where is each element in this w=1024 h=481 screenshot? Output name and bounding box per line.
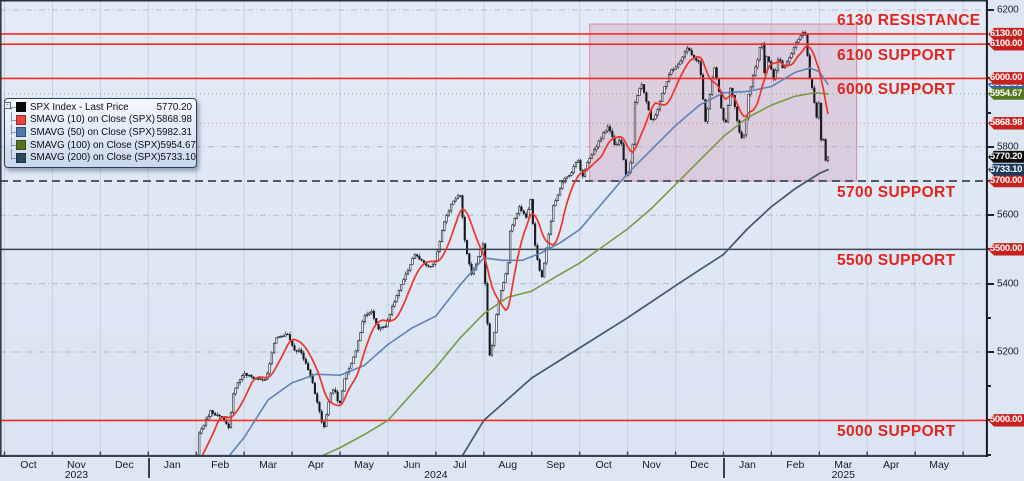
y-axis-label: 5600	[997, 209, 1019, 221]
price-badge: 6000.00	[988, 72, 1024, 85]
legend-series-label: SMAVG (200) on Close (SPX)	[30, 152, 161, 164]
x-axis-month: May	[354, 459, 374, 471]
x-axis-month: Nov	[67, 459, 86, 471]
x-axis-month: Jan	[163, 459, 181, 471]
y-axis-label: 5200	[997, 346, 1019, 358]
legend-series-value: 5954.67	[160, 139, 196, 151]
x-axis-month: May	[929, 459, 950, 471]
y-axis-tick	[987, 145, 994, 148]
legend-row[interactable]: SMAVG (50) on Close (SPX) 5982.31	[8, 124, 192, 139]
x-axis-month: Feb	[786, 459, 805, 471]
x-axis-month: Nov	[642, 459, 661, 471]
legend-swatch-icon	[16, 152, 26, 163]
legend-series-label: SMAVG (10) on Close (SPX)	[30, 114, 156, 126]
x-axis-month: Dec	[690, 459, 709, 471]
y-axis-label: 5400	[997, 278, 1019, 290]
x-axis-month: Aug	[498, 459, 518, 471]
y-axis-tick	[987, 351, 994, 353]
legend-tree-connector	[8, 136, 16, 152]
x-axis-month: Sep	[546, 459, 566, 471]
x-axis-month: Apr	[307, 459, 325, 471]
price-badge: 6130.00	[988, 27, 1024, 41]
legend-row[interactable]: SMAVG (10) on Close (SPX) 5868.98	[8, 111, 192, 127]
legend-series-label: SMAVG (100) on Close (SPX)	[30, 139, 161, 151]
level-label: 6000 SUPPORT	[837, 81, 956, 99]
x-axis-year: 2024	[424, 469, 448, 481]
level-label: 6100 SUPPORT	[837, 47, 956, 65]
legend-tree-connector	[8, 101, 16, 114]
legend-swatch-icon	[16, 102, 26, 113]
legend-row[interactable]: SMAVG (100) on Close (SPX) 5954.67	[8, 136, 196, 152]
legend-tree-connector	[8, 111, 16, 127]
legend-series-value: 5868.98	[156, 114, 192, 126]
x-axis-year-separator	[723, 458, 725, 478]
legend-series-value: 5982.31	[156, 126, 192, 138]
level-label: 5500 SUPPORT	[837, 252, 956, 270]
y-axis-tick	[987, 9, 994, 11]
y-axis-minor-tick	[987, 453, 991, 456]
price-badge: 5000.00	[988, 414, 1024, 427]
x-axis-month: Oct	[20, 459, 37, 471]
y-axis-label: 5800	[997, 141, 1019, 153]
x-axis-month: Dec	[114, 459, 134, 471]
x-axis-month: Jul	[453, 459, 467, 471]
x-axis-month: Mar	[259, 459, 278, 471]
x-axis-year: 2025	[831, 469, 855, 481]
legend-swatch-icon	[16, 127, 26, 138]
legend-tree-connector	[8, 124, 16, 139]
level-label: 6130 RESISTANCE	[837, 11, 981, 29]
price-badge: 6100.00	[988, 37, 1024, 51]
legend-series-value: 5733.10	[160, 152, 196, 164]
legend-series-value: 5770.20	[156, 101, 192, 113]
legend-series-label: SMAVG (50) on Close (SPX)	[30, 126, 156, 138]
price-badge: 5770.20	[988, 150, 1024, 164]
price-badge: 5500.00	[988, 243, 1024, 256]
x-axis-year-separator	[148, 458, 150, 478]
x-axis-month: Apr	[883, 459, 900, 471]
x-axis-month: Oct	[595, 459, 612, 471]
x-axis-month: Mar	[834, 459, 853, 471]
legend-swatch-icon	[16, 114, 26, 125]
price-badge: 5868.98	[988, 116, 1024, 130]
y-axis-tick	[987, 282, 994, 285]
legend-row[interactable]: SMAVG (200) on Close (SPX) 5733.10	[8, 149, 196, 164]
x-axis-month: Jan	[738, 459, 756, 471]
price-badge: 5733.10	[988, 163, 1024, 176]
price-badge: 5954.67	[988, 87, 1024, 101]
legend-tree-connector	[8, 149, 16, 164]
level-label: 5700 SUPPORT	[837, 184, 956, 201]
y-axis-minor-tick	[987, 316, 991, 319]
y-axis-minor-tick	[987, 385, 991, 388]
chart-legend[interactable]: - SPX Index - Last Price 5770.20 SMAVG (10…	[4, 98, 197, 168]
chart-canvas[interactable]	[0, 0, 988, 457]
price-badge: 5700.00	[988, 174, 1024, 188]
legend-series-label: SPX Index - Last Price	[30, 101, 129, 113]
y-axis-minor-tick	[987, 111, 991, 114]
legend-swatch-icon	[16, 140, 26, 151]
x-axis-month: Feb	[211, 459, 230, 471]
legend-collapse-icon[interactable]: -	[4, 102, 11, 109]
y-axis-label: 6200	[997, 4, 1019, 16]
x-axis-month: Jun	[403, 459, 421, 471]
y-axis-tick	[987, 214, 994, 217]
level-label: 5000 SUPPORT	[837, 423, 956, 441]
x-axis-year: 2023	[64, 469, 89, 481]
legend-row[interactable]: SPX Index - Last Price 5770.20	[8, 101, 192, 114]
